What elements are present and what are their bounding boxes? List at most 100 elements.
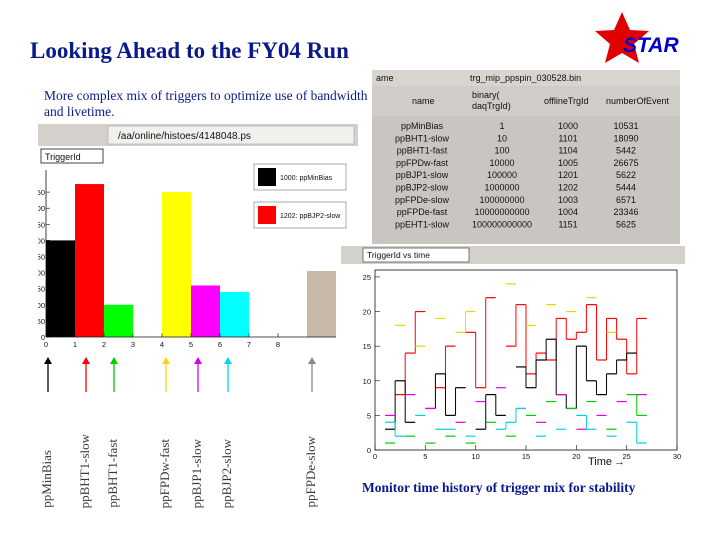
- table-row: ppBJP1-slow 100000 1201 5622: [396, 170, 636, 180]
- star-logo-text: STAR: [623, 34, 679, 57]
- table-column-header: name: [412, 96, 435, 106]
- table-cell: 100: [494, 146, 509, 156]
- table-cell: ppFPDe-fast: [397, 207, 448, 217]
- slide-subtitle: More complex mix of triggers to optimize…: [44, 88, 368, 119]
- hist-y-tick-label: 0: [41, 333, 45, 342]
- time-x-tick-label: 20: [572, 452, 580, 461]
- trigger-table-window: ame trg_mip_ppspin_030528.bin name binary…: [372, 70, 680, 244]
- hist-bar: [307, 270, 336, 337]
- trigger-arrow-head: [44, 357, 52, 364]
- table-cell: 5442: [616, 146, 636, 156]
- table-column-header: numberOfEvent: [606, 96, 670, 106]
- hist-bar: [191, 285, 220, 337]
- table-cell: ppBJP2-slow: [396, 183, 449, 193]
- table-cell: 1004: [558, 207, 578, 217]
- table-row: ppMinBias 1 1000 10531: [401, 121, 639, 131]
- table-cell: 10531: [613, 121, 638, 131]
- table-row: ppBHT1-slow 10 1101 18090: [395, 133, 639, 143]
- table-cell: 1202: [558, 183, 578, 193]
- table-cell: 10: [497, 133, 507, 143]
- histogram-path: /aa/online/histoes/4148048.ps: [118, 131, 251, 142]
- slide-caption: Monitor time history of trigger mix for …: [362, 480, 636, 495]
- legend-swatch-bjp2: [258, 206, 276, 224]
- trigger-label: ppBHT1-fast: [105, 439, 120, 508]
- hist-bar: [162, 192, 191, 337]
- time-history-title: TriggerId vs time: [367, 250, 430, 260]
- hist-x-tick-label: 7: [247, 340, 251, 349]
- table-row: ppFPDe-slow 100000000 1003 6571: [395, 195, 636, 205]
- hist-y-tick-label: 250: [38, 253, 45, 262]
- table-cell: 1005: [558, 158, 578, 168]
- time-y-tick-label: 0: [367, 446, 371, 455]
- table-cell: 18090: [613, 133, 638, 143]
- table-row: ppFPDe-fast 10000000000 1004 23346: [397, 207, 639, 217]
- histogram-tab-label: TriggerId: [45, 152, 81, 162]
- hist-y-tick-label: 200: [38, 269, 45, 278]
- trigger-label: ppBJP2-slow: [219, 438, 234, 508]
- time-history-plot: 0 5 10 15 20 25 0 5 10 15 20 25 30: [363, 269, 681, 461]
- trigger-arrow-head: [110, 357, 118, 364]
- table-header-fragment: ame: [376, 73, 394, 83]
- time-y-tick-label: 5: [367, 411, 371, 420]
- time-series: [385, 394, 647, 444]
- table-column-headers: name binary(daqTrgId) offlineTrgId numberOf…: [372, 86, 680, 116]
- trigger-arrow-head: [82, 357, 90, 364]
- legend-entry-2: 1202: ppBJP2-slow: [280, 213, 341, 220]
- trigger-arrow-head: [194, 357, 202, 364]
- hist-bar: [104, 304, 133, 337]
- table-cell: 5444: [616, 183, 636, 193]
- time-history-window: TriggerId vs time 0 5 10 15 20 25 0 5 10 15 20 25 30…: [341, 246, 685, 470]
- table-cell: 26675: [613, 158, 638, 168]
- table-cell: 5622: [616, 170, 636, 180]
- table-cell: 1104: [558, 146, 577, 156]
- hist-x-tick-label: 0: [44, 340, 48, 349]
- hist-y-tick-label: 400: [38, 204, 45, 213]
- time-y-tick-label: 10: [363, 377, 371, 386]
- time-series: [395, 283, 617, 347]
- time-series: [385, 338, 637, 430]
- table-cell: 1003: [558, 195, 578, 205]
- hist-bar: [220, 291, 249, 337]
- table-cell: ppBHT1-slow: [395, 133, 450, 143]
- table-column-header: offlineTrgId: [544, 96, 589, 106]
- hist-bar: [75, 184, 104, 337]
- time-axis-label: Time: [588, 456, 612, 468]
- slide-title: Looking Ahead to the FY04 Run: [30, 38, 349, 63]
- trigger-label: ppMinBias: [39, 450, 54, 508]
- table-column-header: binary(: [472, 90, 500, 100]
- hist-x-tick-label: 4: [160, 340, 164, 349]
- table-row: ppFPDw-fast 10000 1005 26675: [396, 158, 639, 168]
- time-series: [395, 297, 647, 396]
- table-file-name: trg_mip_ppspin_030528.bin: [470, 73, 581, 83]
- trigger-label: ppBHT1-slow: [77, 433, 92, 508]
- trigger-arrows: [44, 357, 316, 392]
- hist-y-tick-label: 450: [38, 188, 45, 197]
- time-x-tick-label: 0: [373, 452, 377, 461]
- table-cell: 1101: [558, 133, 577, 143]
- time-x-tick-label: 30: [673, 452, 681, 461]
- table-row: ppBJP2-slow 1000000 1202 5444: [396, 183, 636, 193]
- hist-x-tick-label: 3: [131, 340, 135, 349]
- table-row: ppEHT1-slow 100000000000 1151 5625: [395, 219, 636, 229]
- table-cell: ppEHT1-slow: [395, 219, 450, 229]
- table-cell: 1000000: [484, 183, 519, 193]
- hist-y-tick-label: 350: [38, 220, 45, 229]
- table-cell: 100000000: [479, 195, 524, 205]
- hist-x-tick-label: 2: [102, 340, 106, 349]
- table-cell: 1000: [558, 121, 578, 131]
- time-y-tick-label: 15: [363, 342, 371, 351]
- hist-x-tick-label: 5: [189, 340, 193, 349]
- time-series: [385, 407, 647, 444]
- table-column-header: daqTrgId): [472, 101, 511, 111]
- trigger-label: ppFPDw-fast: [157, 438, 172, 508]
- table-cell: 10000: [489, 158, 514, 168]
- table-cell: ppMinBias: [401, 121, 444, 131]
- star-logo-star: [595, 12, 649, 63]
- table-cell: 10000000000: [474, 207, 529, 217]
- table-cell: 6571: [616, 195, 636, 205]
- table-row: ppBHT1-fast 100 1104 5442: [397, 146, 636, 156]
- trigger-arrow-head: [162, 357, 170, 364]
- trigger-arrow-head: [224, 357, 232, 364]
- star-logo: STAR: [595, 12, 679, 63]
- hist-bar: [46, 240, 75, 337]
